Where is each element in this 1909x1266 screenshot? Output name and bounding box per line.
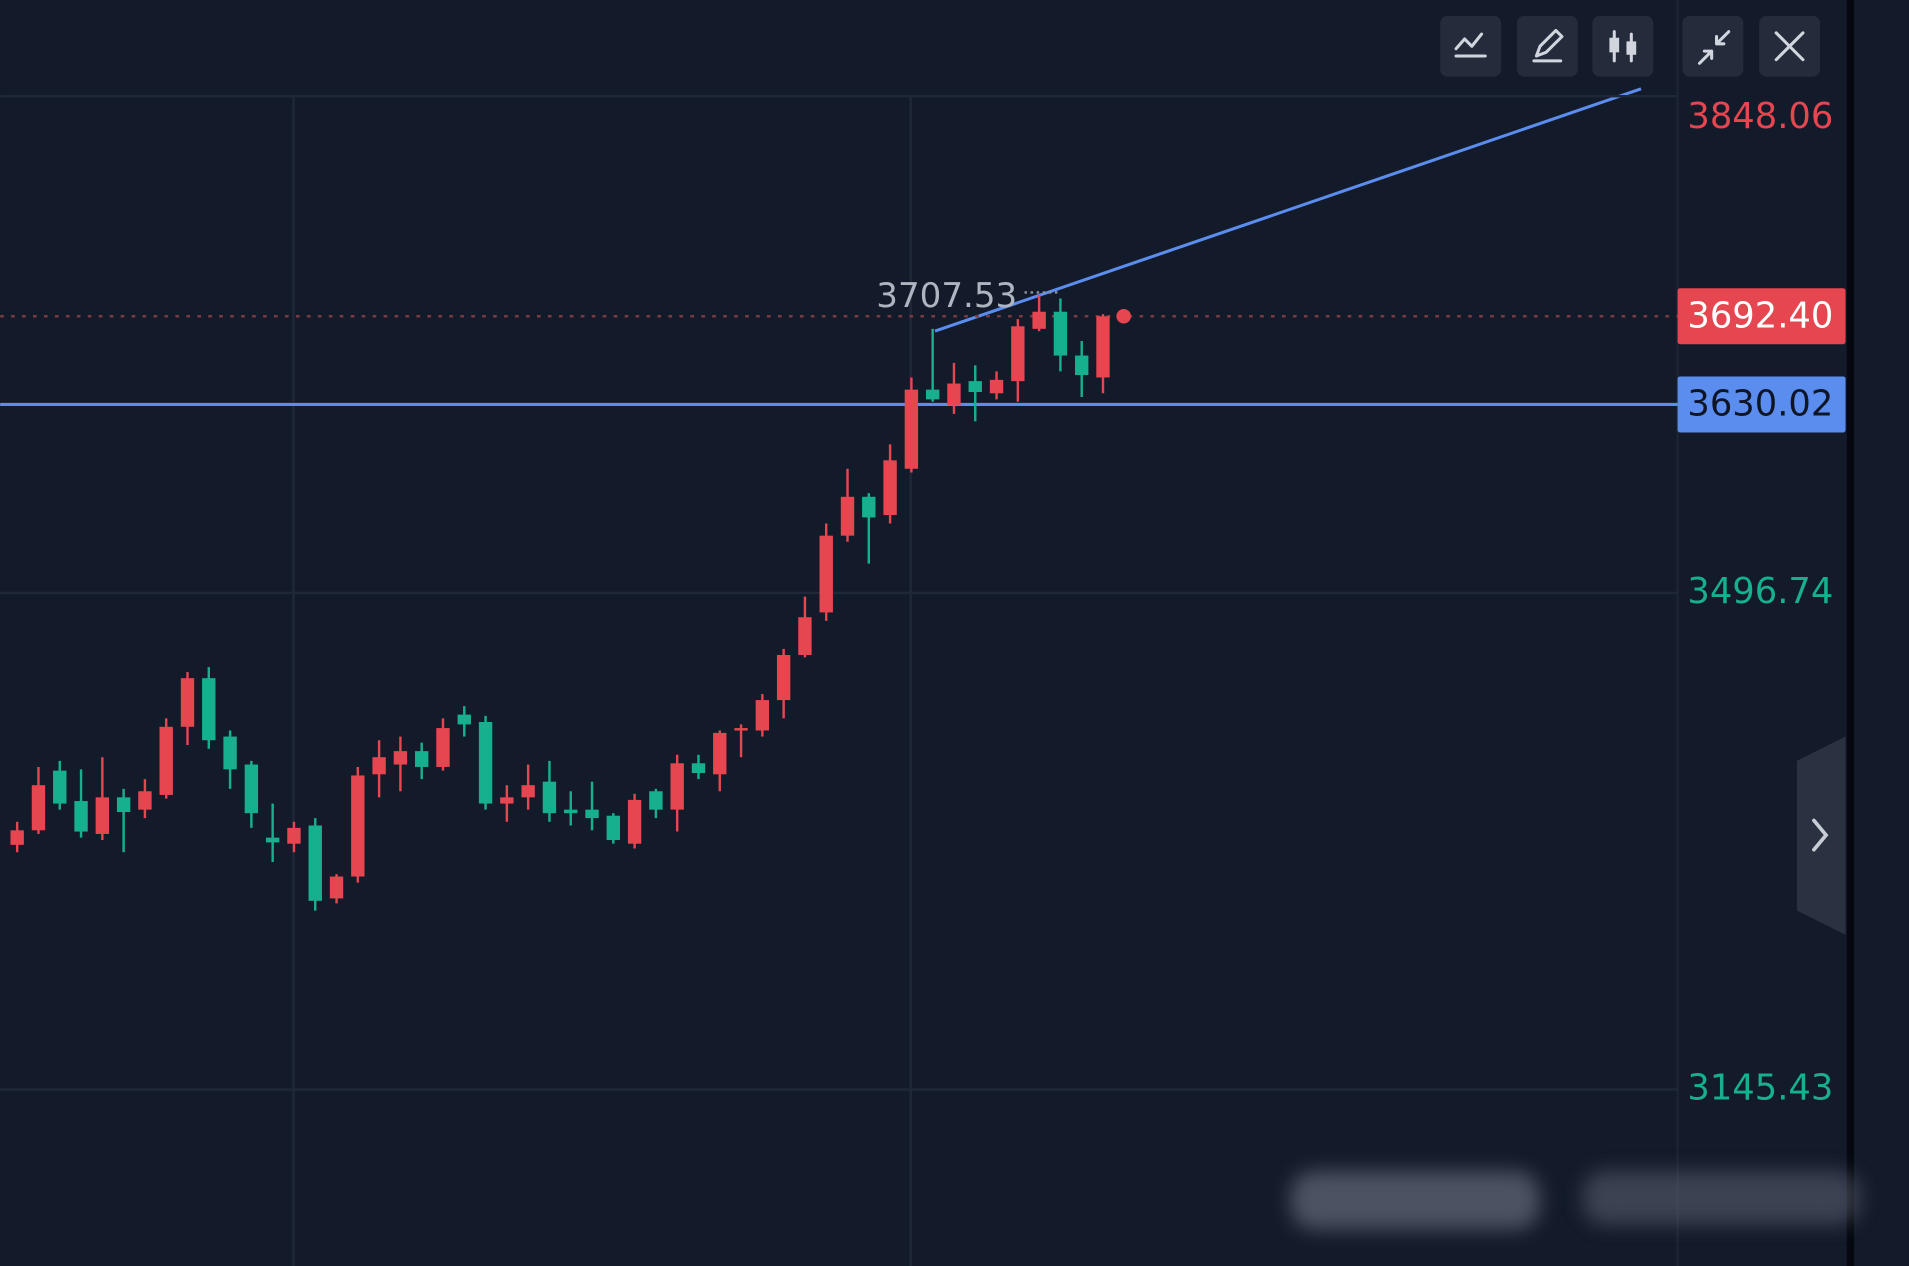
candle-body bbox=[904, 389, 919, 469]
candle-body bbox=[53, 770, 67, 804]
side-panel bbox=[1854, 0, 1909, 1266]
candle-body bbox=[691, 763, 706, 774]
collapse-button[interactable] bbox=[1682, 15, 1744, 77]
watermark-blob bbox=[1582, 1171, 1861, 1225]
indicator-icon bbox=[1454, 32, 1487, 58]
last-price-label-box bbox=[1677, 288, 1846, 345]
y-tick-label: 3145.43 bbox=[1687, 1068, 1833, 1109]
horizontal-line-label: 3630.02 bbox=[1687, 384, 1833, 425]
close-icon bbox=[1774, 31, 1805, 62]
last-price-dot bbox=[1116, 308, 1131, 324]
candle-body bbox=[606, 815, 621, 841]
candle-body bbox=[755, 700, 770, 731]
candle-body bbox=[1032, 311, 1046, 329]
candle-body bbox=[116, 797, 131, 813]
draw-button[interactable] bbox=[1516, 15, 1578, 77]
candle-body bbox=[776, 654, 791, 701]
candle-body bbox=[1096, 316, 1110, 378]
candle-body bbox=[627, 799, 642, 844]
chart-type-icon bbox=[1609, 37, 1620, 53]
candle-body bbox=[968, 381, 982, 393]
candle-body bbox=[840, 496, 855, 536]
last-price-label: 3692.40 bbox=[1687, 295, 1833, 336]
collapse-icon bbox=[1697, 30, 1731, 65]
high-annotation: 3707.53 bbox=[876, 276, 1017, 316]
candle-body bbox=[713, 732, 727, 775]
candle-body bbox=[883, 460, 897, 516]
candle-body bbox=[862, 496, 876, 518]
candle-body bbox=[415, 751, 429, 767]
candle-body bbox=[1075, 355, 1089, 376]
candle-body bbox=[798, 617, 812, 655]
candle-body bbox=[819, 535, 833, 613]
panel-divider bbox=[1846, 0, 1855, 1266]
horizontal-line-label-box bbox=[1677, 376, 1846, 433]
candle-body bbox=[670, 763, 684, 810]
candle-body bbox=[308, 825, 322, 901]
candle-body bbox=[564, 809, 578, 814]
candle-body bbox=[436, 728, 450, 767]
chart-type-icon bbox=[1626, 41, 1637, 55]
candle-body bbox=[393, 751, 408, 765]
trend-line bbox=[934, 87, 1642, 333]
candle-body bbox=[351, 775, 365, 877]
watermark-blob bbox=[1290, 1171, 1541, 1230]
candle-body bbox=[223, 736, 237, 770]
candle-body bbox=[457, 714, 471, 725]
candle-body bbox=[95, 797, 110, 834]
plot: 3145.43 3496.74 3848.06 3630.02 3692.40 3707.… bbox=[0, 94, 1846, 1109]
candle-body bbox=[159, 726, 173, 795]
candle-body bbox=[989, 379, 1004, 394]
candle-body bbox=[10, 830, 24, 845]
candle-body bbox=[202, 678, 216, 741]
toolbar bbox=[1440, 15, 1821, 77]
candle-body bbox=[74, 801, 88, 832]
expand-tab[interactable] bbox=[1796, 736, 1846, 935]
y-tick-label: 3848.06 bbox=[1687, 96, 1833, 137]
expand-icon bbox=[1812, 818, 1829, 852]
candle-body bbox=[138, 791, 152, 810]
candle-body bbox=[31, 785, 46, 831]
candle-body bbox=[734, 728, 748, 731]
chart-type-button[interactable] bbox=[1592, 15, 1654, 77]
candle-body bbox=[542, 781, 557, 814]
candle-body bbox=[244, 764, 259, 814]
candle-body bbox=[478, 721, 493, 804]
candle-body bbox=[947, 383, 961, 406]
candle-body bbox=[372, 757, 386, 775]
candle-body bbox=[1053, 311, 1068, 356]
candle-body bbox=[329, 876, 344, 899]
candle-body bbox=[521, 785, 535, 798]
candle-body bbox=[1011, 326, 1025, 382]
candle-body bbox=[925, 389, 940, 400]
candle-body bbox=[649, 791, 663, 810]
candle-body bbox=[265, 837, 280, 843]
candle-body bbox=[500, 797, 514, 804]
candle-body bbox=[180, 678, 195, 727]
watermark bbox=[1290, 1171, 1861, 1230]
candle-body bbox=[287, 827, 301, 844]
candle-body bbox=[585, 809, 599, 819]
draw-icon bbox=[1532, 28, 1564, 63]
y-tick-label: 3496.74 bbox=[1687, 571, 1833, 612]
